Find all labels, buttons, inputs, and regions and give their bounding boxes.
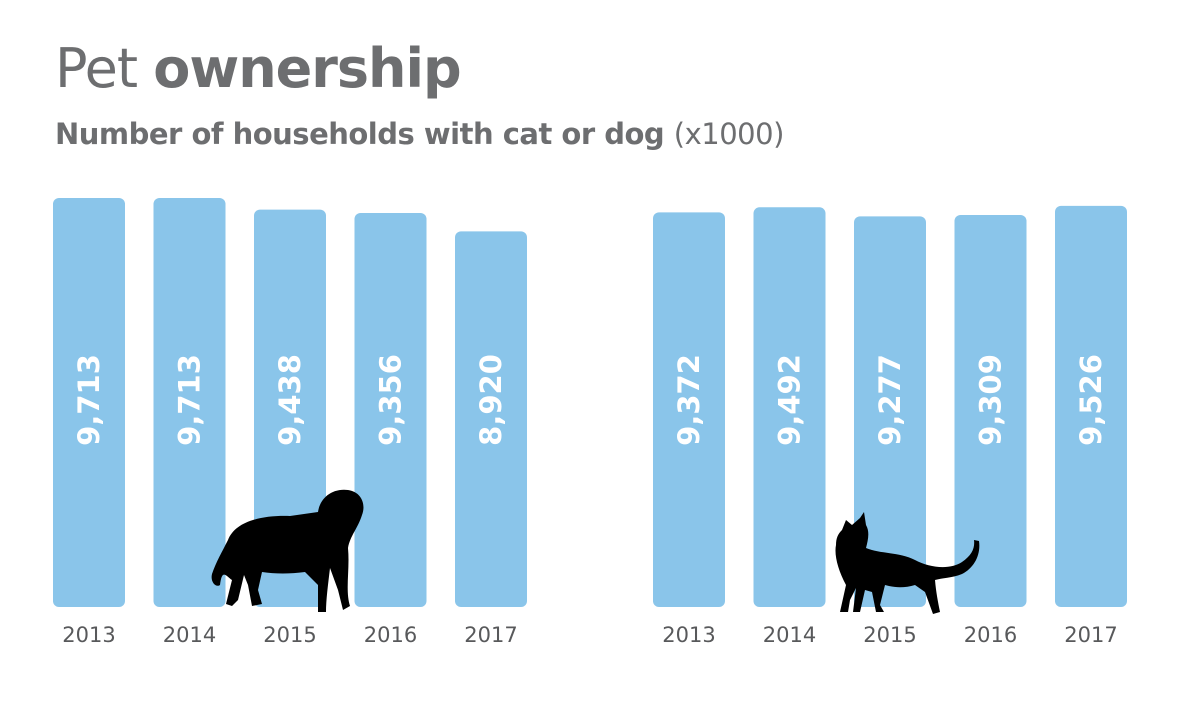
cat-silhouette-icon [835, 512, 980, 614]
cat-year-label: 2013 [662, 623, 715, 647]
dog-year-label: 2013 [62, 623, 115, 647]
dog-value-label: 9,713 [72, 354, 106, 446]
chart-subtitle: Number of households with cat or dog (x1… [55, 114, 784, 154]
dog-value-label: 8,920 [474, 354, 508, 446]
dog-value-label: 9,356 [374, 354, 408, 446]
chart-title: Pet ownership [55, 37, 462, 100]
subtitle-unit: (x1000) [673, 117, 785, 151]
dog-value-label: 9,438 [273, 354, 307, 446]
cat-year-label: 2016 [964, 623, 1017, 647]
dog-bar-2015 [254, 209, 326, 607]
title-part-2: ownership [153, 37, 461, 100]
cat-year-label: 2014 [763, 623, 816, 647]
cat-year-label: 2017 [1064, 623, 1117, 647]
cat-value-label: 9,277 [873, 354, 907, 446]
dog-silhouette-icon [211, 489, 364, 612]
cat-bar-2013 [653, 212, 725, 607]
cat-bar-2016 [954, 215, 1027, 607]
cat-bar-2014 [753, 207, 826, 608]
dog-value-label: 9,713 [173, 354, 207, 446]
dog-bar-2013 [53, 198, 125, 607]
title-part-1: Pet [55, 37, 138, 100]
cat-year-label: 2015 [863, 623, 916, 647]
cat-value-label: 9,492 [773, 354, 807, 446]
subtitle-main: Number of households with cat or dog [55, 117, 665, 151]
dog-year-label: 2015 [263, 623, 316, 647]
dog-year-label: 2017 [464, 623, 517, 647]
cat-value-label: 9,526 [1074, 354, 1108, 446]
dog-bar-2014 [153, 198, 226, 607]
cat-value-label: 9,372 [672, 354, 706, 446]
dog-bar-2016 [354, 213, 427, 607]
dog-year-label: 2016 [364, 623, 417, 647]
cat-value-label: 9,309 [974, 354, 1008, 446]
cat-bar-2015 [854, 216, 926, 607]
cat-bar-2017 [1055, 205, 1127, 607]
dog-year-label: 2014 [163, 623, 216, 647]
dog-bar-2017 [455, 231, 527, 607]
